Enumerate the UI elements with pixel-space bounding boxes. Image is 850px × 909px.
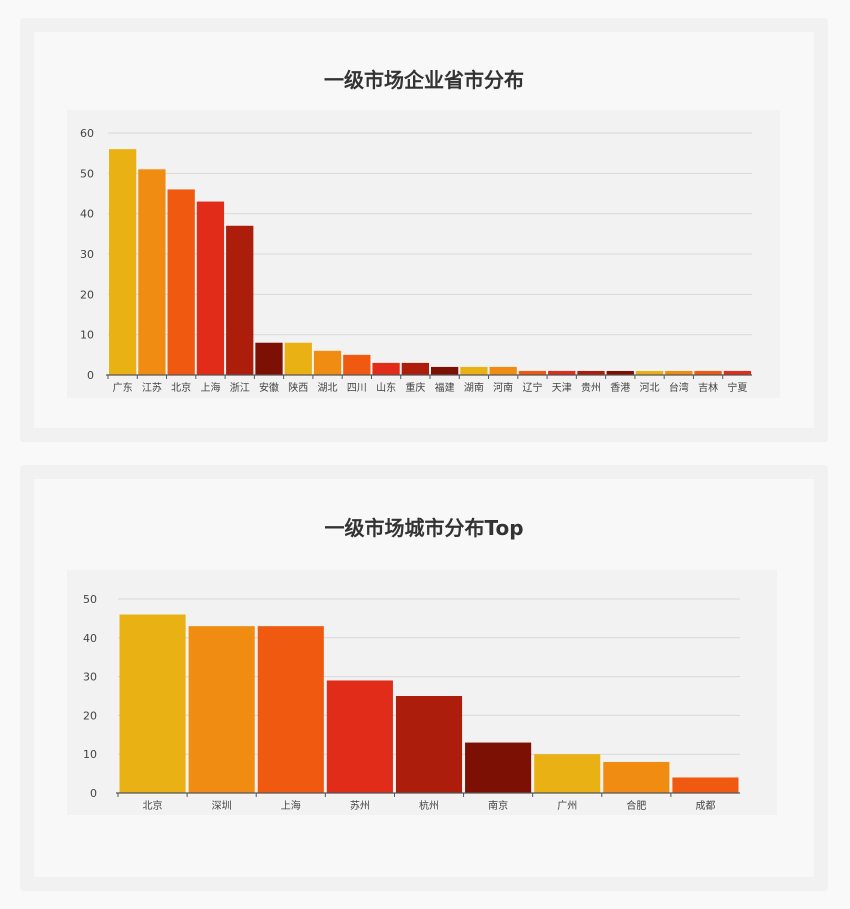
province-x-tick-label: 广东 (113, 381, 133, 394)
province-x-tick-label: 贵州 (581, 381, 601, 394)
province-y-tick-label: 50 (80, 167, 94, 180)
city-plot-area (67, 570, 777, 815)
province-y-tick-label: 60 (80, 127, 94, 140)
province-y-tick-label: 0 (87, 369, 94, 382)
province-bar (284, 342, 312, 375)
province-x-tick-label: 陕西 (288, 381, 308, 394)
province-x-tick-label: 上海 (200, 381, 220, 394)
province-y-tick-label: 40 (80, 208, 94, 221)
province-x-tick-label: 江苏 (142, 381, 162, 394)
province-bar (518, 370, 547, 375)
province-bar (167, 189, 195, 375)
province-x-tick-label: 香港 (610, 382, 630, 394)
city-chart-title: 一级市场城市分布Top (324, 516, 524, 540)
province-x-tick-label: 河北 (640, 382, 660, 394)
province-bar (548, 370, 576, 375)
province-bar (196, 201, 225, 375)
province-x-tick-label: 辽宁 (522, 381, 542, 394)
province-chart-title: 一级市场企业省市分布 (324, 68, 524, 92)
province-bar (431, 366, 459, 375)
province-x-tick-label: 天津 (552, 382, 572, 394)
province-bar (665, 370, 693, 375)
province-x-tick-label: 浙江 (230, 382, 250, 394)
province-bar (577, 370, 605, 375)
province-bar (460, 366, 488, 375)
province-bar (255, 342, 283, 375)
province-bar (226, 225, 254, 375)
province-bar (109, 149, 137, 375)
province-bar (723, 370, 751, 375)
province-x-tick-label: 北京 (171, 381, 191, 394)
province-x-tick-label: 宁夏 (727, 381, 747, 394)
province-y-tick-label: 30 (80, 248, 94, 261)
province-x-tick-label: 四川 (347, 383, 367, 394)
province-bar (694, 370, 722, 375)
province-x-tick-label: 湖南 (464, 381, 484, 394)
province-bar (313, 350, 342, 375)
province-x-tick-label: 福建 (435, 381, 455, 394)
province-x-tick-label: 台湾 (669, 381, 689, 394)
province-x-tick-label: 湖北 (318, 382, 338, 394)
province-bar (138, 169, 166, 375)
province-bar (606, 370, 634, 375)
province-bar (343, 354, 371, 375)
province-bar (401, 362, 429, 375)
province-bar (635, 370, 664, 375)
province-bar (489, 366, 517, 375)
province-y-tick-label: 10 (80, 329, 94, 342)
province-bar (372, 362, 400, 375)
province-x-tick-label: 安徽 (259, 381, 279, 394)
province-x-tick-label: 吉林 (698, 381, 718, 394)
province-x-tick-label: 山东 (376, 381, 396, 394)
province-x-tick-label: 河南 (493, 381, 513, 394)
province-y-tick-label: 20 (80, 288, 94, 301)
province-x-tick-label: 重庆 (405, 381, 425, 394)
